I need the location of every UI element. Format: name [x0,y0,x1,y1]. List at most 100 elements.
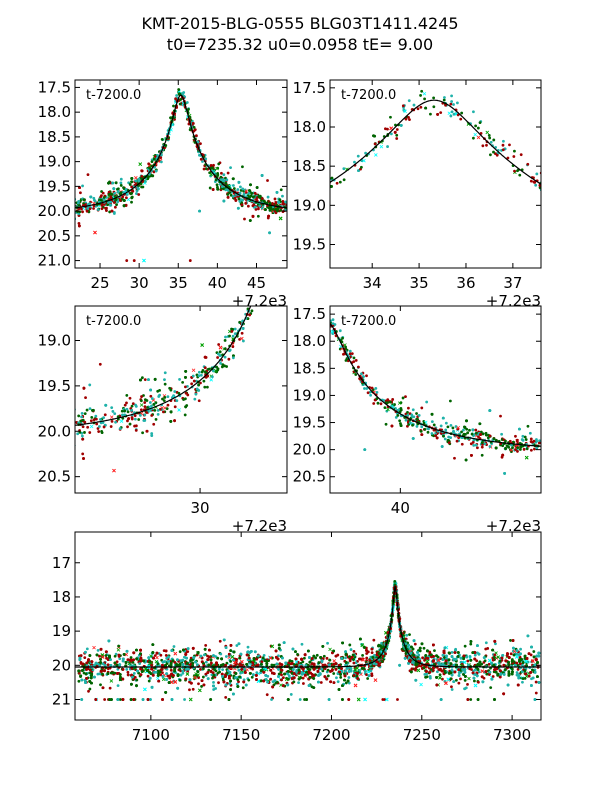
data-point [515,671,519,674]
data-point [96,427,100,430]
data-point [65,415,68,418]
data-point [305,188,308,191]
data-point [223,364,226,368]
data-point [140,395,143,398]
data-point [460,430,463,434]
data-point [395,137,399,140]
data-point [447,435,451,439]
data-point [185,101,189,104]
data-point [299,277,302,280]
data-point [236,206,240,210]
data-point [523,435,527,439]
data-point [356,154,360,158]
data-point [247,678,251,682]
data-point [484,431,488,435]
data-point [143,419,147,422]
data-point [541,177,544,180]
panel-annotation: t-7200.0 [341,88,396,103]
data-point [108,686,112,690]
data-point [494,642,497,646]
data-point [440,445,444,448]
data-point [102,203,106,206]
data-point [114,198,118,202]
data-point [314,656,318,660]
data-point [279,188,283,192]
data-point [164,144,168,147]
data-point [166,395,170,399]
data-point [162,410,165,414]
data-point [287,189,290,192]
data-point [393,130,397,134]
data-point [389,115,392,119]
data-point [117,653,121,657]
data-point [298,521,301,524]
data-point [251,195,255,199]
data-point [82,198,86,202]
data-point [260,259,263,262]
data-point [71,429,74,432]
data-point [267,254,270,257]
data-point [273,228,276,231]
data-point [412,103,416,107]
data-point [215,183,219,187]
data-point [147,378,150,382]
data-point [553,444,556,447]
data-point [72,208,75,211]
data-point [288,234,291,237]
data-point [218,182,222,186]
data-point [506,156,510,160]
data-point-flagged [297,255,300,258]
data-point [423,658,426,662]
data-point [503,471,507,475]
data-point [296,653,299,656]
panel-p4: 4017.518.018.519.019.520.020.5t-7200.0+7… [293,305,556,535]
data-point [383,406,387,410]
data-point [510,667,514,671]
data-point [501,143,505,147]
data-point [100,204,104,207]
data-point [71,435,74,438]
data-point [315,653,319,657]
data-point [463,678,467,682]
data-point [122,204,126,208]
data-point [119,177,123,181]
data-point [223,347,227,351]
data-point [229,659,233,663]
data-point [240,198,243,202]
data-point [492,437,496,441]
y-tick-label: 20.5 [293,468,326,486]
data-point [439,111,443,114]
data-point [408,118,411,122]
data-point [579,194,582,197]
data-point [389,132,393,136]
data-point-flagged [208,521,211,524]
data-point [169,410,173,414]
data-point [295,256,298,259]
data-point [133,417,137,421]
data-point [80,207,83,211]
data-point [103,413,107,417]
data-point [342,167,346,171]
y-tick-label: 17.5 [293,305,326,323]
data-point [512,155,516,158]
data-point [357,169,360,173]
data-point [149,388,153,392]
data-point [548,449,551,452]
data-point [284,223,287,226]
data-point [415,412,418,415]
data-point [541,177,544,180]
data-point [249,183,252,187]
data-point [435,436,439,440]
data-point [521,434,525,438]
data-point [139,378,142,382]
data-point [381,698,385,701]
data-point [395,128,399,131]
data-point [197,399,201,403]
data-point [480,445,484,449]
data-point [316,328,319,331]
data-point [411,408,415,412]
data-point [117,644,121,648]
data-point [113,191,117,195]
data-point [527,674,531,678]
